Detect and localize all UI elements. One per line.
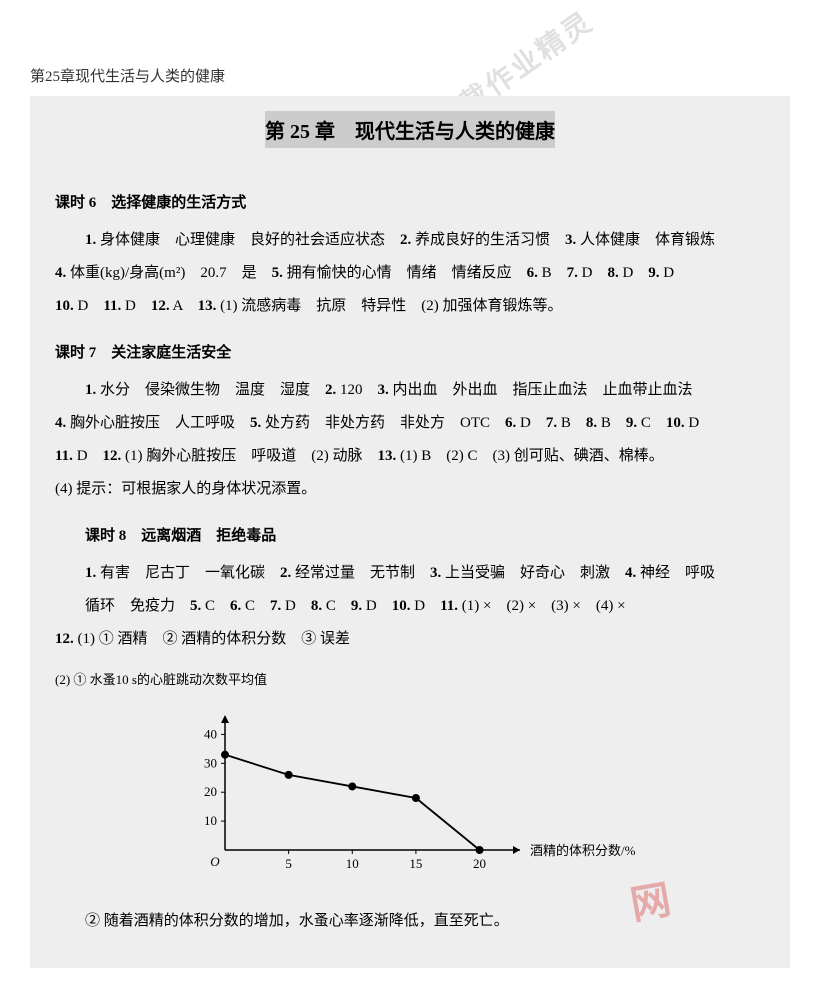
content-line: 1. 水分 侵染微生物 温度 湿度 2. 120 3. 内出血 外出血 指压止血… bbox=[55, 374, 765, 407]
content-line: 11. D 12. (1) 胸外心脏按压 呼吸道 (2) 动脉 13. (1) … bbox=[55, 440, 765, 473]
svg-text:20: 20 bbox=[204, 784, 217, 799]
content-line: 12. (1) ① 酒精 ② 酒精的体积分数 ③ 误差 bbox=[55, 623, 765, 656]
content-line: 4. 胸外心脏按压 人工呼吸 5. 处方药 非处方药 非处方 OTC 6. D … bbox=[55, 407, 765, 440]
content-line: 1. 身体健康 心理健康 良好的社会适应状态 2. 养成良好的生活习惯 3. 人… bbox=[55, 224, 765, 257]
section-title: 课时 8 远离烟酒 拒绝毒品 bbox=[55, 524, 765, 545]
chart-conclusion: ② 随着酒精的体积分数的增加，水蚤心率逐渐降低，直至死亡。 bbox=[55, 905, 765, 938]
line-chart: 102030405101520O酒精的体积分数/% bbox=[185, 710, 605, 890]
content-line: 1. 有害 尼古丁 一氧化碳 2. 经常过量 无节制 3. 上当受骗 好奇心 刺… bbox=[55, 557, 765, 590]
svg-text:O: O bbox=[210, 854, 220, 869]
chapter-title: 第 25 章 现代生活与人类的健康 bbox=[265, 111, 555, 148]
svg-text:40: 40 bbox=[204, 726, 217, 741]
svg-text:10: 10 bbox=[204, 813, 217, 828]
section-title: 课时 7 关注家庭生活安全 bbox=[55, 341, 765, 362]
svg-text:15: 15 bbox=[409, 856, 422, 871]
chart-label: (2) ① 水蚤10 s的心脏跳动次数平均值 bbox=[55, 666, 765, 695]
content-line: (4) 提示：可根据家人的身体状况添置。 bbox=[55, 473, 765, 506]
svg-text:5: 5 bbox=[285, 856, 292, 871]
content-line: 10. D 11. D 12. A 13. (1) 流感病毒 抗原 特异性 (2… bbox=[55, 290, 765, 323]
svg-text:20: 20 bbox=[473, 856, 486, 871]
svg-text:酒精的体积分数/%: 酒精的体积分数/% bbox=[530, 843, 636, 858]
content-box: 第 25 章 现代生活与人类的健康 课时 6 选择健康的生活方式 1. 身体健康 … bbox=[30, 96, 790, 968]
content-line: 4. 体重(kg)/身高(m²) 20.7 是 5. 拥有愉快的心情 情绪 情绪… bbox=[55, 257, 765, 290]
svg-text:30: 30 bbox=[204, 755, 217, 770]
section-title: 课时 6 选择健康的生活方式 bbox=[55, 191, 765, 212]
svg-text:10: 10 bbox=[346, 856, 359, 871]
breadcrumb: 第25章现代生活与人类的健康 bbox=[30, 65, 790, 86]
content-line: 循环 免疫力 5. C 6. C 7. D 8. C 9. D 10. D 11… bbox=[55, 590, 765, 623]
